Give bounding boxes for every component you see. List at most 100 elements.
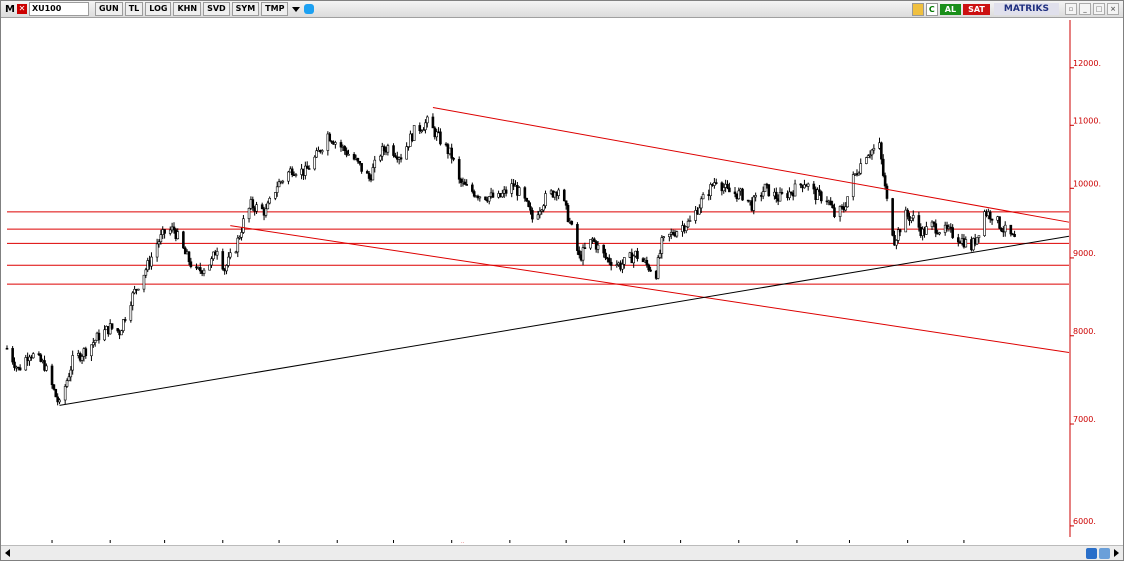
candle — [602, 244, 605, 258]
khn-button[interactable]: KHN — [173, 2, 202, 16]
candle-body — [833, 207, 836, 217]
dropdown-arrow-icon[interactable] — [292, 6, 301, 12]
candle-body — [54, 389, 58, 398]
symbol-field[interactable]: XU100 — [28, 2, 89, 16]
scroll-right-icon[interactable] — [1114, 549, 1119, 557]
candle-body — [656, 257, 660, 279]
maximize-window-icon[interactable]: □ — [1093, 3, 1105, 15]
candle-body — [523, 187, 527, 199]
candle-body — [150, 256, 153, 267]
period-button[interactable]: GUN — [94, 2, 123, 16]
candle — [334, 140, 337, 149]
candle — [720, 181, 724, 196]
scroll-left-icon[interactable] — [5, 549, 10, 557]
candle — [452, 157, 455, 162]
candle — [793, 179, 797, 197]
candle-body — [210, 258, 213, 266]
candle — [133, 285, 136, 295]
candle-layer — [5, 113, 1016, 406]
candle — [523, 186, 527, 202]
candle — [671, 229, 675, 236]
candle-body — [818, 189, 821, 193]
candle-body — [373, 159, 377, 168]
candle-body — [604, 252, 607, 259]
candle — [183, 246, 187, 255]
candle — [392, 143, 395, 158]
candle — [658, 249, 662, 259]
refresh-icon[interactable] — [1086, 548, 1097, 559]
x-tick-label: Nis25 — [911, 542, 934, 543]
minimize-window-icon[interactable]: _ — [1079, 3, 1091, 15]
line-layer — [59, 107, 1070, 406]
candle — [820, 190, 823, 204]
candle — [818, 185, 821, 196]
candle-body — [866, 155, 870, 158]
candle-body — [334, 142, 337, 145]
candle — [589, 239, 592, 250]
close-window-icon[interactable]: × — [1107, 3, 1119, 15]
candle — [129, 301, 133, 323]
candle — [885, 183, 889, 202]
twitter-bird-icon[interactable] — [304, 4, 315, 14]
candle — [45, 363, 48, 372]
sell-button[interactable]: SAT — [963, 3, 990, 15]
candle — [778, 187, 782, 202]
pencil-icon[interactable] — [911, 2, 924, 16]
candle-body — [536, 214, 540, 220]
candle — [645, 256, 649, 268]
candle — [812, 181, 816, 195]
svd-button[interactable]: SVD — [203, 2, 230, 16]
candle-body — [799, 183, 802, 186]
candle — [767, 184, 771, 197]
menu-m[interactable]: M — [5, 3, 15, 15]
candle-body — [726, 183, 729, 189]
candle-body — [780, 192, 784, 194]
tmp-button[interactable]: TMP — [261, 2, 289, 16]
candle — [517, 186, 521, 196]
settings-icon[interactable] — [1099, 548, 1110, 559]
currency-button[interactable]: TL — [124, 2, 144, 16]
red-trendline — [230, 225, 1070, 353]
candle — [699, 196, 703, 214]
candle-body — [315, 150, 318, 158]
candle — [576, 222, 579, 255]
log-scale-button[interactable]: LOG — [145, 2, 172, 16]
candle — [382, 144, 386, 156]
candlestick-chart[interactable]: 6000. 7000. 8000. 9000. 10000. 11000. 12000. Oc… — [1, 18, 1123, 543]
candle — [24, 354, 28, 371]
buy-button[interactable]: AL — [939, 3, 962, 15]
candle — [103, 325, 106, 342]
candle-body — [649, 269, 652, 272]
symbol-flag-icon[interactable]: ✕ — [16, 4, 27, 14]
candle-body — [380, 146, 384, 157]
candle — [155, 238, 159, 262]
candle — [255, 201, 258, 215]
candle-body — [636, 250, 639, 259]
candle — [360, 163, 363, 174]
candle-body — [733, 191, 737, 195]
candle-body — [304, 165, 307, 176]
candle-body — [478, 196, 482, 199]
candle-body — [566, 204, 570, 222]
candle — [904, 206, 908, 233]
c-icon[interactable]: C — [925, 2, 938, 16]
candle — [172, 222, 176, 234]
candle-body — [225, 265, 228, 272]
candle-body — [883, 175, 887, 187]
black-trendline — [59, 235, 1070, 406]
candle-body — [371, 167, 375, 181]
candle-body — [347, 154, 350, 156]
candle-body — [767, 184, 771, 197]
restore-window-icon[interactable]: ▫ — [1065, 3, 1077, 15]
candle-body — [144, 269, 148, 276]
candle-body — [13, 361, 16, 368]
candle-body — [491, 192, 495, 198]
candle-body — [868, 154, 872, 157]
candle-body — [463, 181, 467, 185]
candle — [975, 237, 979, 245]
candle — [857, 171, 861, 176]
x-tick-label: Eyl24 — [513, 542, 535, 543]
candle-body — [392, 145, 395, 156]
sym-button[interactable]: SYM — [231, 2, 260, 16]
